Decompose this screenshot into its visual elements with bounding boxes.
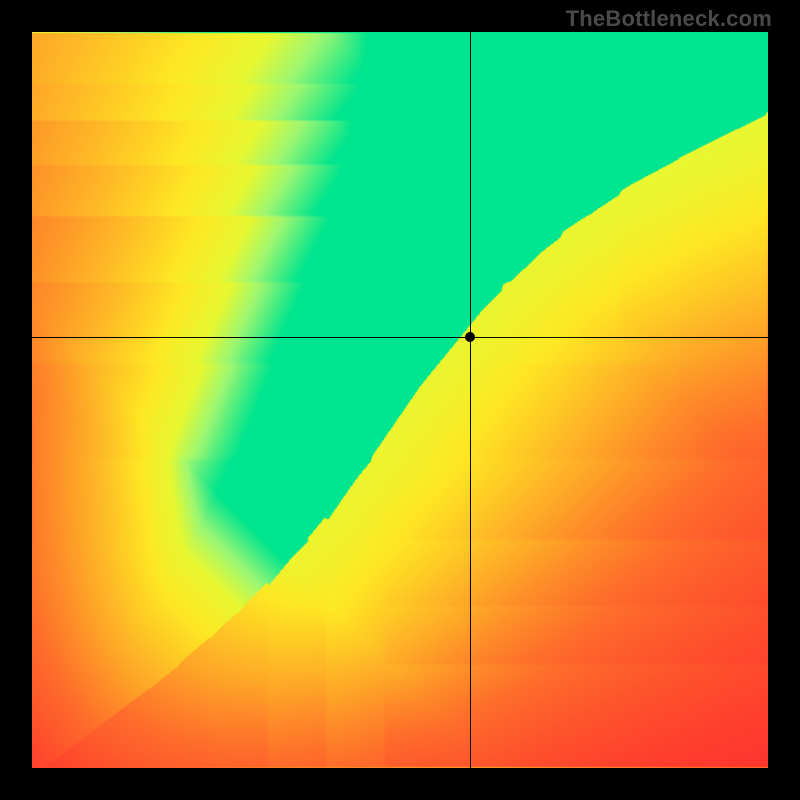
bottleneck-heatmap [32,32,768,768]
watermark-text: TheBottleneck.com [566,6,772,32]
chart-container: { "watermark": { "text": "TheBottleneck.… [0,0,800,800]
plot-area [32,32,768,768]
